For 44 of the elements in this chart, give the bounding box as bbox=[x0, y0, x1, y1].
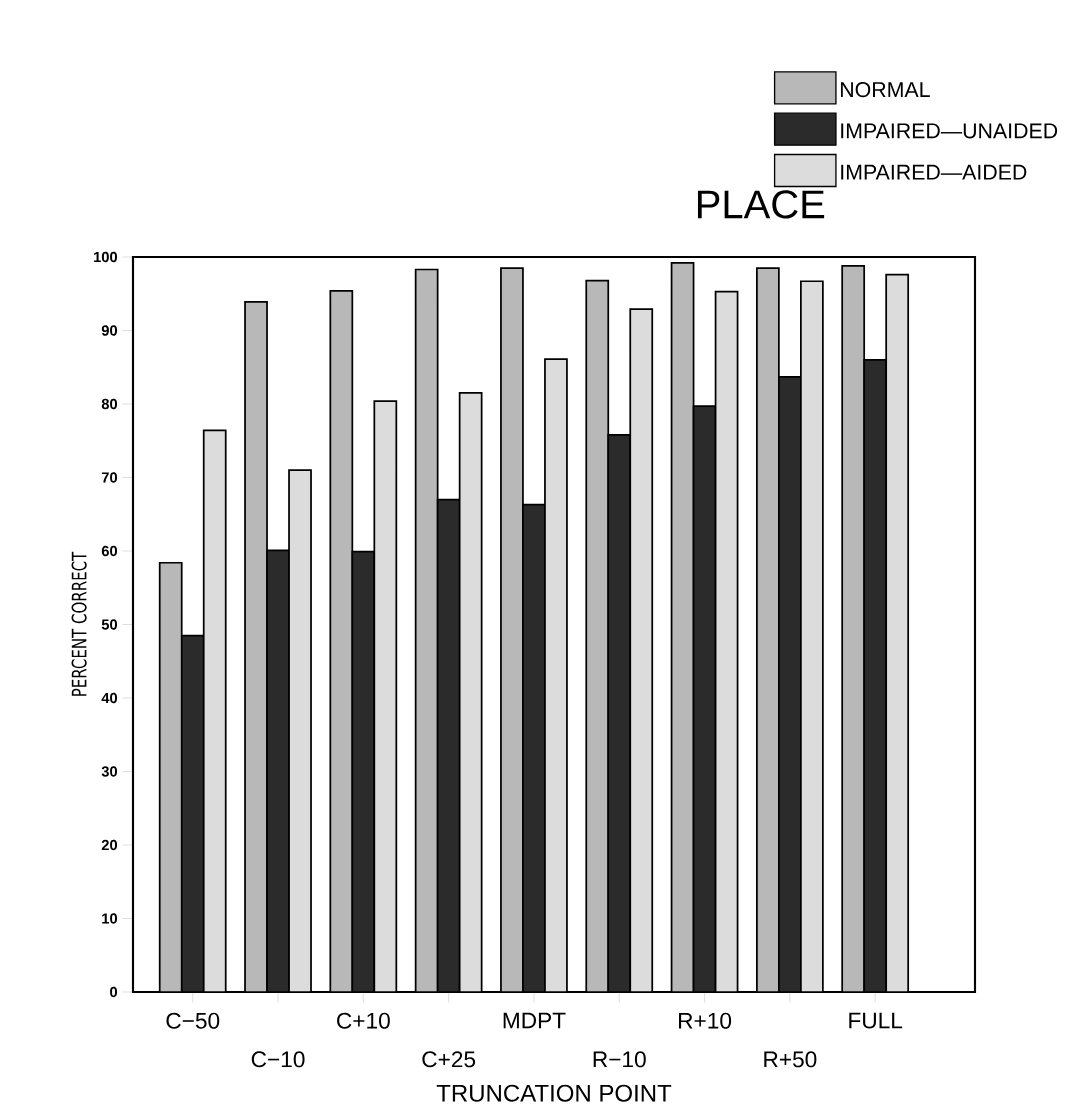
x-tick-label: C−10 bbox=[251, 1051, 305, 1068]
x-tick-label: MDPT bbox=[503, 1012, 566, 1029]
y-tick-label: 90 bbox=[101, 325, 118, 336]
y-tick-label: 30 bbox=[101, 766, 118, 777]
y-tick-label: 70 bbox=[101, 472, 118, 483]
y-tick-label: 0 bbox=[110, 986, 118, 998]
bar bbox=[756, 267, 780, 992]
bar bbox=[841, 264, 866, 992]
bar bbox=[670, 262, 695, 992]
y-tick-label: 40 bbox=[101, 692, 118, 704]
x-tick-label: C−50 bbox=[166, 1012, 220, 1029]
x-tick-label: C+10 bbox=[337, 1012, 390, 1029]
y-axis-title: PERCENT CORRECT bbox=[71, 551, 87, 696]
legend-label: NORMAL bbox=[841, 82, 930, 98]
bar bbox=[500, 267, 524, 992]
bar bbox=[288, 469, 312, 992]
legend-label: IMPAIRED—AIDED bbox=[841, 164, 1027, 180]
x-tick-label: FULL bbox=[849, 1012, 903, 1029]
y-tick-label: 20 bbox=[101, 839, 118, 851]
bar bbox=[414, 268, 439, 992]
bar bbox=[885, 273, 910, 992]
bar bbox=[544, 358, 568, 992]
x-tick-label: R+10 bbox=[679, 1012, 732, 1029]
bar bbox=[629, 308, 654, 992]
bar bbox=[244, 300, 268, 992]
y-tick-label: 60 bbox=[101, 545, 118, 557]
bar bbox=[458, 392, 483, 992]
bar bbox=[800, 280, 824, 992]
y-tick-label: 10 bbox=[102, 913, 118, 924]
legend-label: IMPAIRED—UNAIDED bbox=[841, 123, 1058, 139]
bar bbox=[158, 561, 183, 992]
bar bbox=[714, 290, 739, 992]
x-axis-title: TRUNCATION POINT bbox=[436, 1084, 672, 1102]
y-tick-label: 80 bbox=[101, 398, 118, 410]
x-tick-label: C+25 bbox=[422, 1051, 476, 1068]
x-tick-label: R−10 bbox=[593, 1051, 646, 1068]
bar bbox=[329, 289, 354, 992]
bar bbox=[585, 279, 610, 992]
y-tick-label: 100 bbox=[94, 251, 118, 263]
chart-title: PLACE bbox=[697, 190, 825, 219]
x-tick-label: R+50 bbox=[764, 1051, 817, 1068]
bar bbox=[202, 429, 227, 992]
bar bbox=[373, 400, 398, 992]
y-tick-label: 50 bbox=[101, 619, 118, 630]
